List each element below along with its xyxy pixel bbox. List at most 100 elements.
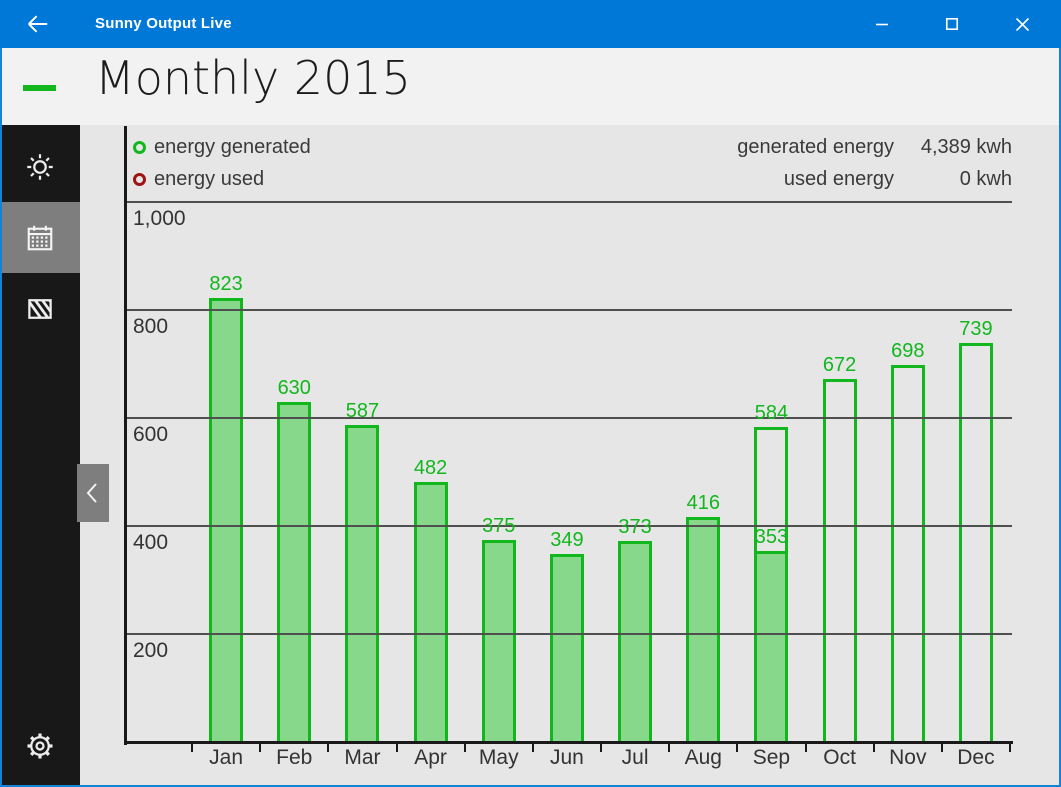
bar-may	[481, 539, 516, 744]
bar-value-label: 698	[891, 340, 925, 363]
bar-aug	[686, 517, 721, 744]
window-title: Sunny Output Live	[95, 15, 232, 32]
close-icon	[1015, 17, 1030, 32]
page-header: Monthly 2015	[0, 48, 1061, 125]
gridline-200	[126, 633, 1012, 635]
x-axis-tick	[395, 744, 398, 752]
legend-label: energy generated	[154, 135, 311, 158]
x-axis-label-jul: Jul	[621, 746, 649, 769]
sidebar-item-panel[interactable]	[0, 273, 80, 344]
bar-value-label: 353	[754, 526, 789, 549]
x-axis-tick	[259, 744, 262, 752]
bar-apr	[413, 481, 448, 744]
bar-nov-outline	[890, 365, 925, 744]
calendar-icon	[25, 223, 55, 253]
x-axis-label-oct: Oct	[823, 746, 856, 769]
hamburger-menu-button[interactable]	[15, 64, 63, 112]
chart-legend: energy generated energy used	[133, 131, 311, 195]
bar-value-label: 587	[345, 400, 380, 423]
gridline-600	[126, 417, 1012, 419]
x-axis-label-jun: Jun	[549, 746, 584, 769]
x-axis-label-jan: Jan	[209, 746, 243, 769]
sun-icon	[25, 152, 55, 182]
y-axis-label-400: 400	[133, 531, 169, 554]
used-series-dot-icon	[133, 172, 146, 186]
y-axis-label-1000: 1,000	[133, 207, 186, 230]
bar-value-label: 482	[413, 456, 448, 479]
settings-button[interactable]	[0, 722, 80, 770]
bar-jun	[549, 553, 584, 744]
close-button[interactable]	[999, 0, 1045, 48]
x-axis-tick	[531, 744, 534, 752]
maximize-button[interactable]	[929, 0, 975, 48]
x-axis-label-sep: Sep	[752, 746, 791, 769]
legend-label: energy used	[154, 167, 265, 190]
x-axis-label-mar: Mar	[344, 746, 381, 769]
bar-value-label: 739	[959, 317, 993, 340]
minimize-button[interactable]	[859, 0, 905, 48]
bar-jan	[209, 297, 244, 744]
minimize-icon	[875, 17, 889, 31]
x-axis-tick	[668, 744, 671, 752]
solar-panel-icon	[25, 294, 55, 324]
generated-energy-label: generated energy	[737, 136, 894, 158]
y-axis-label-200: 200	[133, 639, 169, 662]
y-axis-line	[124, 126, 127, 745]
bar-mar	[345, 425, 380, 744]
chevron-left-icon	[84, 480, 102, 506]
y-axis-label-600: 600	[133, 423, 169, 446]
window-border-bottom	[0, 785, 1061, 787]
x-axis-label-apr: Apr	[414, 746, 447, 769]
bar-oct-outline	[822, 379, 857, 744]
back-button[interactable]	[14, 0, 62, 48]
x-axis-tick	[872, 744, 875, 752]
sidebar	[0, 125, 80, 787]
gridline-400	[126, 525, 1012, 527]
x-axis-tick	[327, 744, 330, 752]
x-axis-label-dec: Dec	[957, 746, 995, 769]
x-axis-tick	[804, 744, 807, 752]
generated-series-dot-icon	[133, 140, 146, 154]
collapse-panel-button[interactable]	[77, 464, 109, 522]
gridline-1000	[126, 201, 1012, 203]
x-axis-label-feb: Feb	[276, 746, 313, 769]
maximize-icon	[945, 17, 959, 31]
bar-value-label: 416	[686, 492, 720, 515]
gear-icon	[25, 731, 55, 761]
bar-value-label: 823	[209, 272, 243, 295]
sidebar-item-calendar[interactable]	[0, 202, 80, 273]
bar-value-label: 584	[754, 401, 789, 424]
y-axis-label-800: 800	[133, 315, 169, 338]
window-controls	[859, 0, 1045, 48]
bar-value-label: 375	[482, 514, 516, 537]
x-axis-tick	[191, 744, 193, 752]
x-axis-tick	[940, 744, 943, 752]
sidebar-item-sun[interactable]	[0, 131, 80, 202]
bar-sep	[754, 551, 789, 744]
back-arrow-icon	[25, 11, 51, 37]
bar-value-label: 672	[822, 354, 857, 377]
x-axis-tick	[600, 744, 603, 752]
x-axis-tick	[1009, 744, 1012, 752]
gridline-800	[126, 309, 1012, 311]
x-axis-tick	[736, 744, 739, 752]
title-bar: Sunny Output Live	[0, 0, 1061, 48]
page-title: Monthly 2015	[95, 51, 411, 105]
bar-value-label: 349	[550, 528, 584, 551]
bar-value-label: 630	[277, 376, 311, 399]
bar-dec-outline	[958, 342, 993, 744]
bar-jul	[618, 540, 653, 744]
used-energy-value: 0 kwh	[959, 168, 1012, 190]
x-axis-label-may: May	[478, 746, 519, 769]
bar-value-label: 373	[618, 515, 652, 538]
x-axis-tick	[463, 744, 466, 752]
used-energy-label: used energy	[783, 168, 894, 190]
generated-energy-value: 4,389 kwh	[920, 136, 1012, 158]
legend-item-used: energy used	[133, 163, 311, 195]
window-border-left	[0, 48, 2, 787]
legend-item-generated: energy generated	[133, 131, 311, 163]
energy-totals: generated energy 4,389 kwh used energy 0…	[737, 131, 1012, 195]
x-axis-label-aug: Aug	[684, 746, 722, 769]
